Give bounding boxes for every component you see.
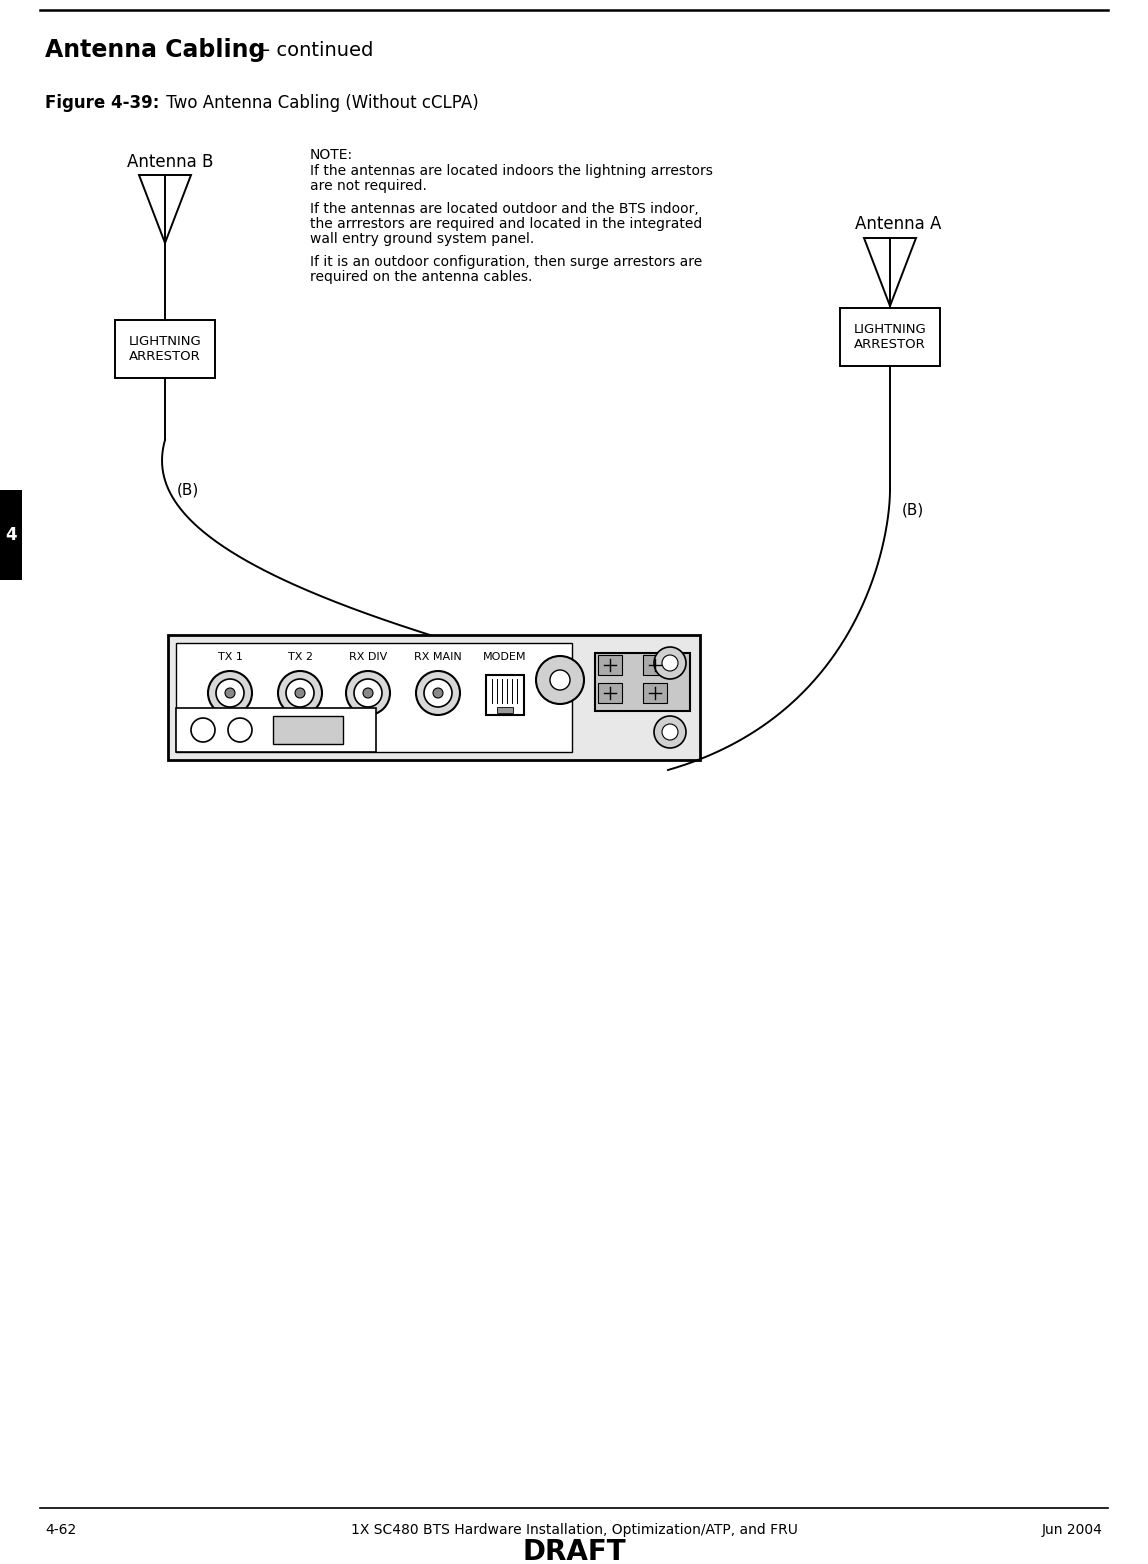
Text: (B): (B): [902, 502, 924, 518]
Circle shape: [424, 679, 452, 707]
Bar: [0, 490, 22, 580]
Bar: [598, 655, 622, 676]
Text: Antenna Cabling: Antenna Cabling: [45, 38, 265, 63]
Circle shape: [433, 688, 443, 698]
Circle shape: [286, 679, 315, 707]
Circle shape: [354, 679, 382, 707]
Text: RX MAIN: RX MAIN: [414, 652, 461, 662]
Text: Antenna B: Antenna B: [127, 153, 214, 170]
Text: the arrrestors are required and located in the integrated: the arrrestors are required and located …: [310, 217, 703, 231]
Text: (B): (B): [177, 483, 200, 497]
Text: 4: 4: [6, 526, 17, 544]
Text: Two Antenna Cabling (Without cCLPA): Two Antenna Cabling (Without cCLPA): [161, 94, 479, 113]
Circle shape: [346, 671, 390, 715]
Circle shape: [654, 647, 687, 679]
Text: Figure 4-39:: Figure 4-39:: [45, 94, 160, 113]
Bar: [486, 676, 523, 715]
Text: NOTE:: NOTE:: [310, 149, 354, 163]
Text: 1X SC480 BTS Hardware Installation, Optimization/ATP, and FRU: 1X SC480 BTS Hardware Installation, Opti…: [350, 1523, 798, 1537]
Text: required on the antenna cables.: required on the antenna cables.: [310, 271, 533, 285]
Circle shape: [216, 679, 245, 707]
Circle shape: [225, 688, 235, 698]
Bar: [176, 643, 572, 752]
Circle shape: [363, 688, 373, 698]
Text: Jun 2004: Jun 2004: [1042, 1523, 1103, 1537]
Text: If it is an outdoor configuration, then surge arrestors are: If it is an outdoor configuration, then …: [310, 255, 703, 269]
Text: Antenna A: Antenna A: [855, 214, 941, 233]
Bar: [598, 683, 622, 702]
Text: If the antennas are located outdoor and the BTS indoor,: If the antennas are located outdoor and …: [310, 202, 699, 216]
Text: LIGHTNING
ARRESTOR: LIGHTNING ARRESTOR: [854, 324, 926, 350]
Text: MODEM: MODEM: [483, 652, 527, 662]
Bar: [168, 635, 700, 760]
Text: If the antennas are located indoors the lightning arrestors: If the antennas are located indoors the …: [310, 164, 713, 178]
Bar: [497, 707, 513, 713]
Text: wall entry ground system panel.: wall entry ground system panel.: [310, 231, 534, 246]
Bar: [840, 308, 940, 366]
Bar: [115, 321, 215, 378]
Bar: [643, 655, 667, 676]
Bar: [643, 683, 667, 702]
Circle shape: [662, 724, 678, 740]
Circle shape: [278, 671, 321, 715]
Circle shape: [416, 671, 460, 715]
Circle shape: [662, 655, 678, 671]
Circle shape: [550, 669, 571, 690]
Bar: [595, 654, 690, 712]
Bar: [273, 716, 343, 744]
Text: 4-62: 4-62: [45, 1523, 76, 1537]
Circle shape: [654, 716, 687, 748]
Text: LIGHTNING
ARRESTOR: LIGHTNING ARRESTOR: [129, 335, 201, 363]
Text: TX 1: TX 1: [218, 652, 242, 662]
Bar: [176, 708, 377, 752]
Text: RX DIV: RX DIV: [349, 652, 387, 662]
Circle shape: [208, 671, 253, 715]
Text: TX 2: TX 2: [287, 652, 312, 662]
Text: – continued: – continued: [254, 41, 373, 59]
Circle shape: [295, 688, 305, 698]
Text: DRAFT: DRAFT: [522, 1537, 626, 1564]
Text: are not required.: are not required.: [310, 178, 427, 192]
Circle shape: [536, 655, 584, 704]
